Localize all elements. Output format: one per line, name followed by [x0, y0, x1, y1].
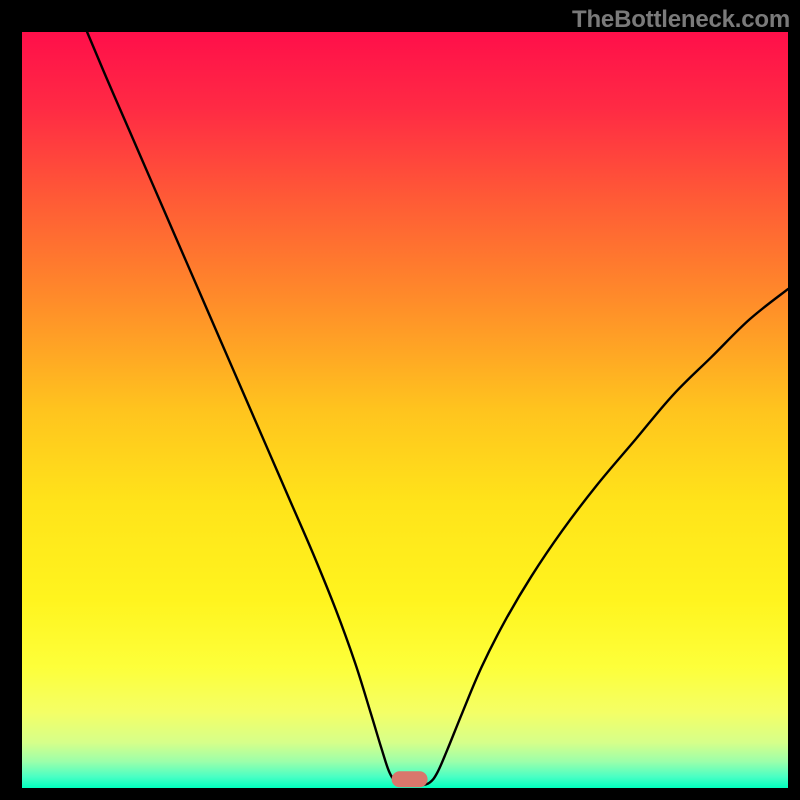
frame-left	[0, 0, 22, 800]
watermark-text: TheBottleneck.com	[572, 6, 790, 34]
chart-container: TheBottleneck.com	[0, 0, 800, 800]
frame-bottom	[0, 788, 800, 800]
frame-right	[788, 0, 800, 800]
bottleneck-chart	[0, 0, 800, 800]
optimal-marker	[392, 771, 428, 787]
